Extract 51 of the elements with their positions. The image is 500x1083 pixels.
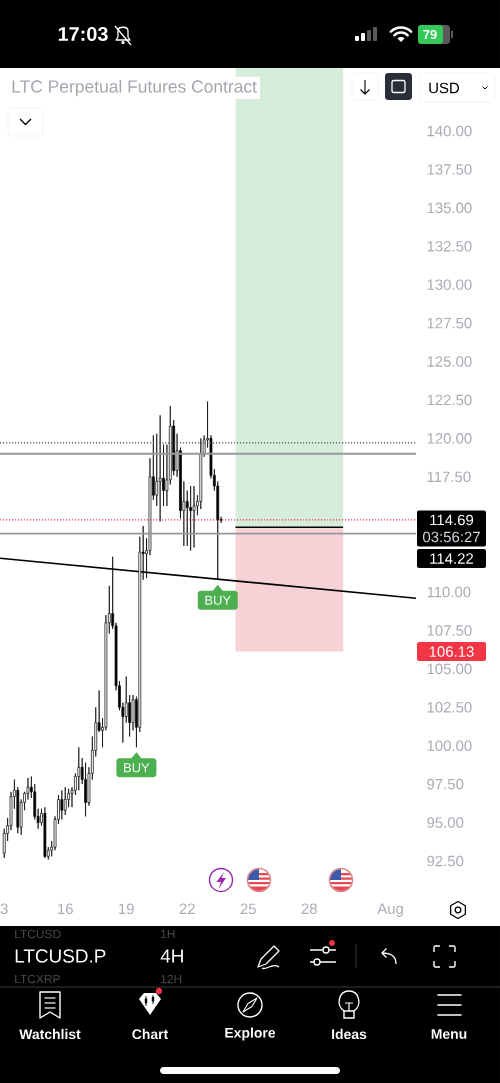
candlestick [43, 806, 47, 859]
text: Explore [225, 1027, 276, 1041]
text: LTCXRP [15, 974, 60, 984]
y-tick-label: 102.50 [427, 702, 472, 713]
text: Ideas [332, 1028, 367, 1040]
text: LTCUSD [15, 929, 61, 939]
y-tick-label: 97.50 [427, 778, 464, 790]
y-tick-label: 100.00 [427, 740, 472, 752]
y-tick-label: 135.00 [427, 202, 472, 214]
annotation: BUY [205, 595, 231, 605]
text: 4H [160, 949, 183, 963]
y-tick-label: 130.00 [427, 279, 472, 290]
ref-line-label: 114.69 [430, 514, 474, 526]
y-tick-label: 117.50 [427, 471, 471, 483]
y-tick-label: 92.50 [427, 855, 464, 867]
y-tick-label: 132.50 [427, 240, 472, 252]
text: 79 [423, 29, 437, 40]
text: 03:56:27 [422, 531, 480, 543]
candlestick [189, 485, 192, 551]
text: 1H [161, 929, 175, 939]
text: 12H [161, 974, 182, 984]
x-tick-label: Aug [377, 903, 403, 917]
y-tick-label: 140.00 [427, 125, 472, 137]
x-tick-label: 22 [179, 903, 195, 914]
text: Menu [431, 1029, 467, 1039]
x-tick-label: 3 [0, 903, 8, 915]
text: LTCUSD.P [15, 949, 106, 963]
y-tick-label: 122.50 [427, 394, 472, 406]
y-tick-label: 95.00 [427, 817, 464, 828]
candlestick [158, 414, 162, 522]
y-tick-label: 105.00 [427, 663, 472, 675]
y-tick-label: 110.00 [427, 586, 471, 598]
text: LTC Perpetual Futures Contract [12, 79, 257, 97]
text: Watchlist [19, 1028, 81, 1040]
text: 17:03 [58, 26, 108, 42]
candlestick [192, 485, 196, 548]
annotation: BUY [124, 763, 150, 773]
y-tick-label: 125.00 [427, 356, 472, 367]
x-tick-label: 25 [240, 903, 256, 915]
candlestick [63, 786, 67, 816]
y-tick-label: 107.50 [427, 625, 472, 636]
x-tick-label: 19 [119, 903, 134, 915]
text: USD [429, 82, 460, 94]
x-tick-label: 16 [58, 903, 73, 915]
y-tick-label: 120.00 [427, 433, 472, 444]
y-tick-label: 137.50 [427, 164, 472, 175]
x-tick-label: 28 [301, 903, 317, 915]
text: Chart [132, 1028, 169, 1040]
y-tick-label: 127.50 [427, 317, 472, 329]
text: 114.22 [430, 553, 474, 564]
text: 106.13 [429, 646, 474, 657]
